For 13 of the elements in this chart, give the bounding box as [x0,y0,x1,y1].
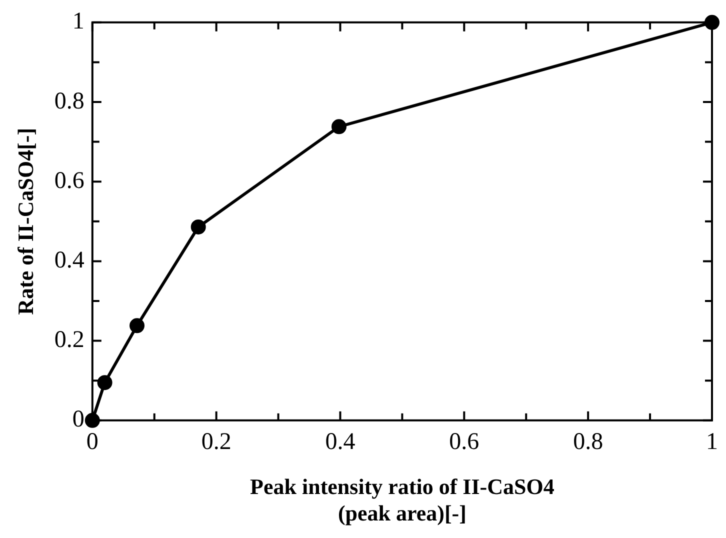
y-tick-label: 0 [72,406,84,433]
y-tick-label: 1 [72,8,84,35]
y-tick-label: 0.6 [54,168,84,194]
x-tick-label: 0.4 [325,429,356,456]
x-tick-label: 0.8 [573,429,604,456]
x-axis-title: Peak intensity ratio of II-CaSO4 (peak area)[-] [250,474,554,526]
y-tick-label: 0.2 [54,327,84,354]
y-tick-label: 0.4 [54,247,84,274]
x-tick-label: 0.2 [201,429,232,456]
y-axis-title: Rate of II-CaSO4[-] [12,128,38,315]
y-tick-label: 0.8 [54,88,84,114]
x-tick-label: 1 [706,429,718,456]
x-tick-label: 0.6 [449,429,480,456]
